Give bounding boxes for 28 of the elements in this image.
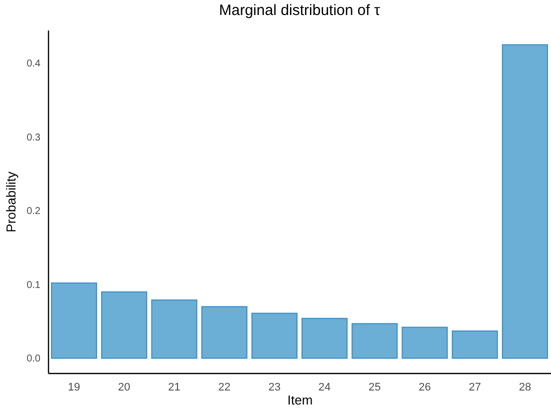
x-tick-label: 20: [118, 382, 130, 394]
x-axis-title: Item: [287, 392, 313, 408]
bar: [452, 330, 498, 359]
bar: [352, 323, 398, 359]
x-tick-label: 25: [368, 382, 381, 394]
bar: [51, 282, 98, 359]
x-tick-label: 24: [318, 382, 331, 394]
bar: [251, 312, 298, 359]
chart-title: Marginal distribution of τ: [218, 2, 380, 19]
x-tick-label: 21: [168, 382, 180, 394]
bar: [101, 291, 148, 359]
x-tick-label: 23: [268, 382, 281, 394]
bar: [502, 44, 548, 359]
y-tick-label: 0.4: [26, 58, 41, 70]
y-tick-label: 0.0: [26, 354, 41, 365]
y-tick-label: 0.1: [26, 280, 41, 291]
bar: [151, 299, 198, 359]
x-tick-label: 27: [468, 382, 481, 394]
bar: [302, 318, 348, 359]
y-tick-label: 0.3: [26, 132, 41, 144]
x-tick-label: 28: [518, 382, 532, 394]
x-tick-label: 22: [218, 382, 230, 394]
bar: [201, 306, 248, 359]
x-tick-label: 26: [418, 382, 431, 394]
y-tick-label: 0.2: [26, 206, 41, 218]
x-tick-label: 19: [68, 382, 80, 394]
bar: [402, 326, 448, 359]
y-axis-title: Probability: [4, 171, 19, 232]
